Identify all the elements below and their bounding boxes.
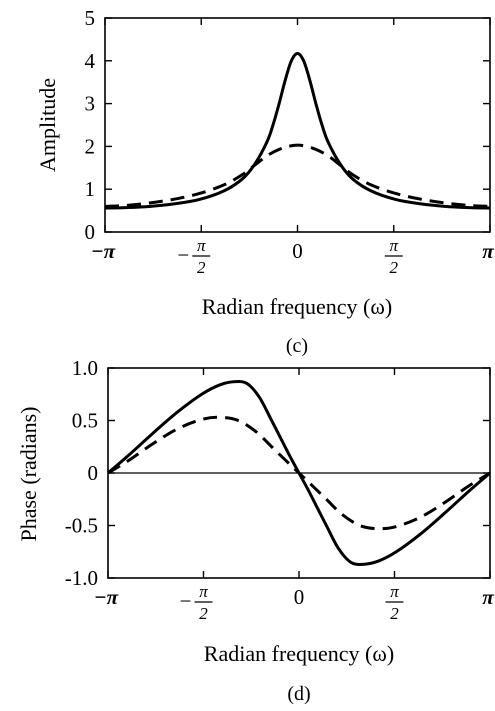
phase-y-tick-label: 1.0 (72, 356, 98, 380)
phase-dashed-line (107, 415, 491, 531)
phase-x-axis-label: Radian frequency (ω) (204, 641, 394, 666)
phase-y-tick-label: -0.5 (65, 514, 98, 538)
phase-x-tick-label: 0 (294, 585, 305, 609)
amplitude-y-ticks: 0 1 2 3 4 5 (85, 6, 490, 244)
phase-x-tick-label: π2 (385, 582, 404, 623)
amplitude-dashed-line (104, 143, 491, 208)
phase-x-tick-label-numerator: π (199, 582, 208, 601)
amplitude-series (104, 52, 491, 210)
amplitude-x-tick-label: − π 2 (177, 236, 211, 277)
phase-y-axis-label: Phase (radians) (16, 406, 41, 541)
phase-x-tick-label: − π 2 (180, 582, 213, 623)
amplitude-y-tick-label: 0 (85, 220, 96, 244)
phase-y-tick-label: -1.0 (65, 566, 98, 590)
panel-c-caption: (c) (286, 335, 308, 357)
phase-x-tick-label-denominator: 2 (199, 604, 208, 623)
amplitude-y-tick-label: 3 (85, 92, 96, 116)
amplitude-x-tick-label: π2 (384, 236, 403, 277)
amplitude-x-tick-label-numerator: π (389, 236, 398, 255)
panel-d-caption: (d) (287, 683, 310, 705)
amplitude-x-tick-label: −π (91, 239, 116, 263)
phase-x-tick-label-denominator: 2 (390, 604, 399, 623)
amplitude-x-ticks: −π − π20 π2π (91, 18, 494, 277)
amplitude-y-tick-label: 2 (85, 134, 96, 158)
phase-chart: 1.00.50-0.5-1.0 −π − π20 π2π Radian frequen… (16, 356, 494, 705)
amplitude-x-axis-label: Radian frequency (ω) (202, 294, 392, 319)
amplitude-x-tick-label-minus: − (177, 243, 189, 267)
amplitude-x-tick-label: π (482, 239, 494, 263)
phase-x-ticks: −π − π20 π2π (94, 368, 494, 623)
amplitude-x-tick-label-numerator: π (197, 236, 206, 255)
amplitude-x-tick-label-denominator: 2 (390, 258, 399, 277)
phase-y-tick-label: 0.5 (72, 409, 98, 433)
phase-y-ticks: 1.0 0.5 0 -0.5 -1.0 (65, 356, 490, 590)
amplitude-x-tick-label-denominator: 2 (197, 258, 206, 277)
phase-x-tick-label: π (482, 585, 494, 609)
amplitude-solid-line (104, 52, 491, 210)
amplitude-y-tick-label: 1 (85, 177, 96, 201)
phase-series (107, 380, 491, 566)
phase-x-tick-label: −π (94, 585, 119, 609)
phase-x-tick-label-minus: − (180, 589, 192, 613)
phase-x-tick-label-numerator: π (390, 582, 399, 601)
amplitude-y-tick-label: 5 (85, 6, 96, 30)
phase-y-tick-label: 0 (88, 461, 99, 485)
amplitude-y-axis-label: Amplitude (35, 78, 60, 172)
amplitude-x-tick-label: 0 (292, 239, 303, 263)
amplitude-y-tick-label: 4 (85, 49, 96, 73)
